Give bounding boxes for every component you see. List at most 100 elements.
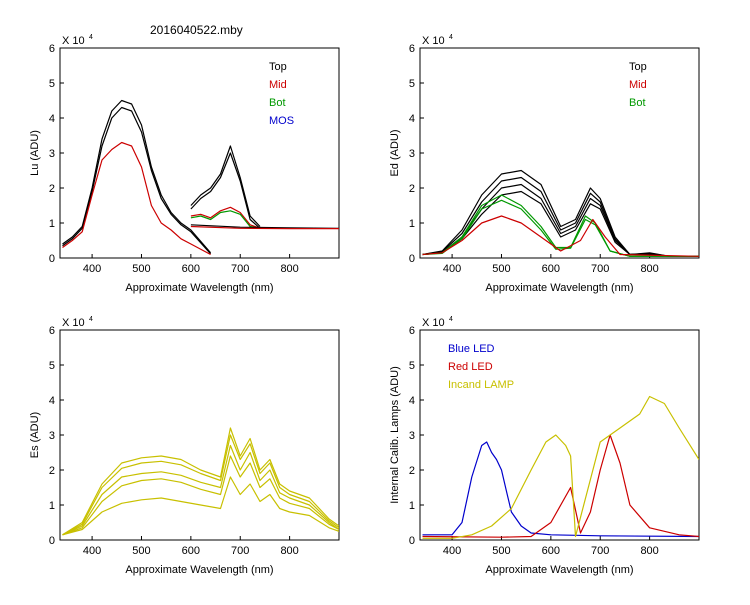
chart-panel-3: 0 1 2 3 4 5 6 400 500 600 700 800 X 10 4 Approximate W… — [29, 316, 340, 576]
legend-entry: MOS — [269, 115, 294, 127]
x-tick-label: 600 — [182, 545, 200, 557]
y-tick-label: 4 — [49, 395, 55, 407]
series-line-top — [422, 183, 699, 257]
y-multiplier-exponent: 4 — [89, 316, 93, 323]
y-tick-label: 2 — [49, 183, 55, 195]
y-multiplier-label: X 10 — [422, 35, 445, 47]
x-tick-label: 500 — [492, 545, 510, 557]
x-tick-label: 400 — [443, 263, 461, 275]
chart-panel-4: 0 1 2 3 4 5 6 400 500 600 700 800 X 10 4 Approximate W… — [389, 316, 700, 576]
x-tick-label: 400 — [83, 545, 101, 557]
series-group — [422, 395, 699, 539]
series-line-top — [422, 190, 699, 257]
y-multiplier-exponent: 4 — [449, 316, 453, 323]
series-group — [62, 427, 339, 536]
series-line-red-led — [422, 434, 699, 538]
x-tick-label: 400 — [443, 545, 461, 557]
legend-entry: Top — [269, 61, 287, 73]
x-tick-label: 700 — [591, 263, 609, 275]
chart-panel-1: 0 1 2 3 4 5 6 400 500 600 700 800 X 10 4 Approximate W… — [29, 34, 340, 294]
y-tick-label: 4 — [409, 395, 415, 407]
y-tick-label: 6 — [409, 325, 415, 337]
y-multiplier-exponent: 4 — [449, 34, 453, 41]
legend-entry: Bot — [269, 97, 286, 109]
y-tick-label: 6 — [49, 325, 55, 337]
y-tick-label: 0 — [49, 535, 55, 547]
x-tick-label: 700 — [231, 545, 249, 557]
y-axis-label: Ed (ADU) — [389, 129, 401, 176]
x-tick-label: 500 — [132, 263, 150, 275]
y-axis-label: Es (ADU) — [29, 412, 41, 458]
legend-entry: Mid — [269, 79, 287, 91]
series-line-top — [62, 99, 212, 254]
series-line-incand-lamp — [422, 395, 699, 539]
y-multiplier-label: X 10 — [422, 317, 445, 329]
series-line-es — [62, 434, 339, 536]
y-tick-label: 5 — [409, 360, 415, 372]
x-tick-label: 700 — [231, 263, 249, 275]
series-group — [422, 169, 699, 257]
y-tick-label: 1 — [409, 500, 415, 512]
series-line-mid — [422, 215, 699, 257]
plot-frame — [59, 329, 340, 541]
x-tick-label: 600 — [182, 263, 200, 275]
y-multiplier-label: X 10 — [62, 317, 85, 329]
y-tick-label: 3 — [49, 430, 55, 442]
y-tick-label: 2 — [49, 465, 55, 477]
figure-title: 2016040522.mby — [150, 23, 243, 37]
y-tick-label: 3 — [409, 148, 415, 160]
y-tick-label: 5 — [49, 360, 55, 372]
x-tick-label: 600 — [542, 263, 560, 275]
legend-entry: Blue LED — [448, 343, 495, 355]
y-tick-label: 1 — [409, 218, 415, 230]
legend-entry: Bot — [629, 97, 646, 109]
y-tick-label: 1 — [49, 500, 55, 512]
y-multiplier-label: X 10 — [62, 35, 85, 47]
y-tick-label: 0 — [409, 253, 415, 265]
y-axis-label: Internal Calib. Lamps (ADU) — [389, 366, 401, 504]
y-tick-label: 3 — [49, 148, 55, 160]
y-tick-label: 6 — [49, 43, 55, 55]
legend-entry: Mid — [629, 79, 647, 91]
series-line-top — [190, 152, 261, 229]
legend-entry: Red LED — [448, 361, 493, 373]
series-line-mid — [190, 206, 261, 229]
series-line-mid — [62, 141, 211, 256]
y-tick-label: 2 — [409, 465, 415, 477]
x-axis-label: Approximate Wavelength (nm) — [485, 282, 633, 294]
x-tick-label: 400 — [83, 263, 101, 275]
series-line-top — [422, 169, 699, 257]
y-tick-label: 4 — [49, 113, 55, 125]
x-tick-label: 500 — [132, 545, 150, 557]
series-line-es — [62, 476, 339, 536]
y-tick-label: 0 — [409, 535, 415, 547]
legend-entry: Top — [629, 61, 647, 73]
series-line-blue-led — [422, 441, 699, 538]
x-tick-label: 500 — [492, 263, 510, 275]
x-tick-label: 800 — [280, 545, 298, 557]
x-tick-label: 800 — [640, 263, 658, 275]
series-line-es — [62, 455, 339, 536]
y-tick-label: 6 — [409, 43, 415, 55]
x-tick-label: 800 — [640, 545, 658, 557]
chart-panel-2: 0 1 2 3 4 5 6 400 500 600 700 800 X 10 4 Approximate W… — [389, 34, 700, 294]
series-line-bot — [422, 199, 699, 257]
series-line-top — [422, 176, 699, 257]
y-tick-label: 1 — [49, 218, 55, 230]
y-tick-label: 4 — [409, 113, 415, 125]
y-multiplier-exponent: 4 — [89, 34, 93, 41]
x-axis-label: Approximate Wavelength (nm) — [125, 282, 273, 294]
series-line-top — [62, 106, 212, 255]
y-tick-label: 2 — [409, 183, 415, 195]
series-line-es — [62, 444, 339, 536]
series-line-es — [62, 427, 339, 536]
series-group — [62, 99, 339, 256]
x-axis-label: Approximate Wavelength (nm) — [125, 564, 273, 576]
y-tick-label: 0 — [49, 253, 55, 265]
x-tick-label: 800 — [280, 263, 298, 275]
legend-entry: Incand LAMP — [448, 379, 514, 391]
y-tick-label: 3 — [409, 430, 415, 442]
x-tick-label: 700 — [591, 545, 609, 557]
